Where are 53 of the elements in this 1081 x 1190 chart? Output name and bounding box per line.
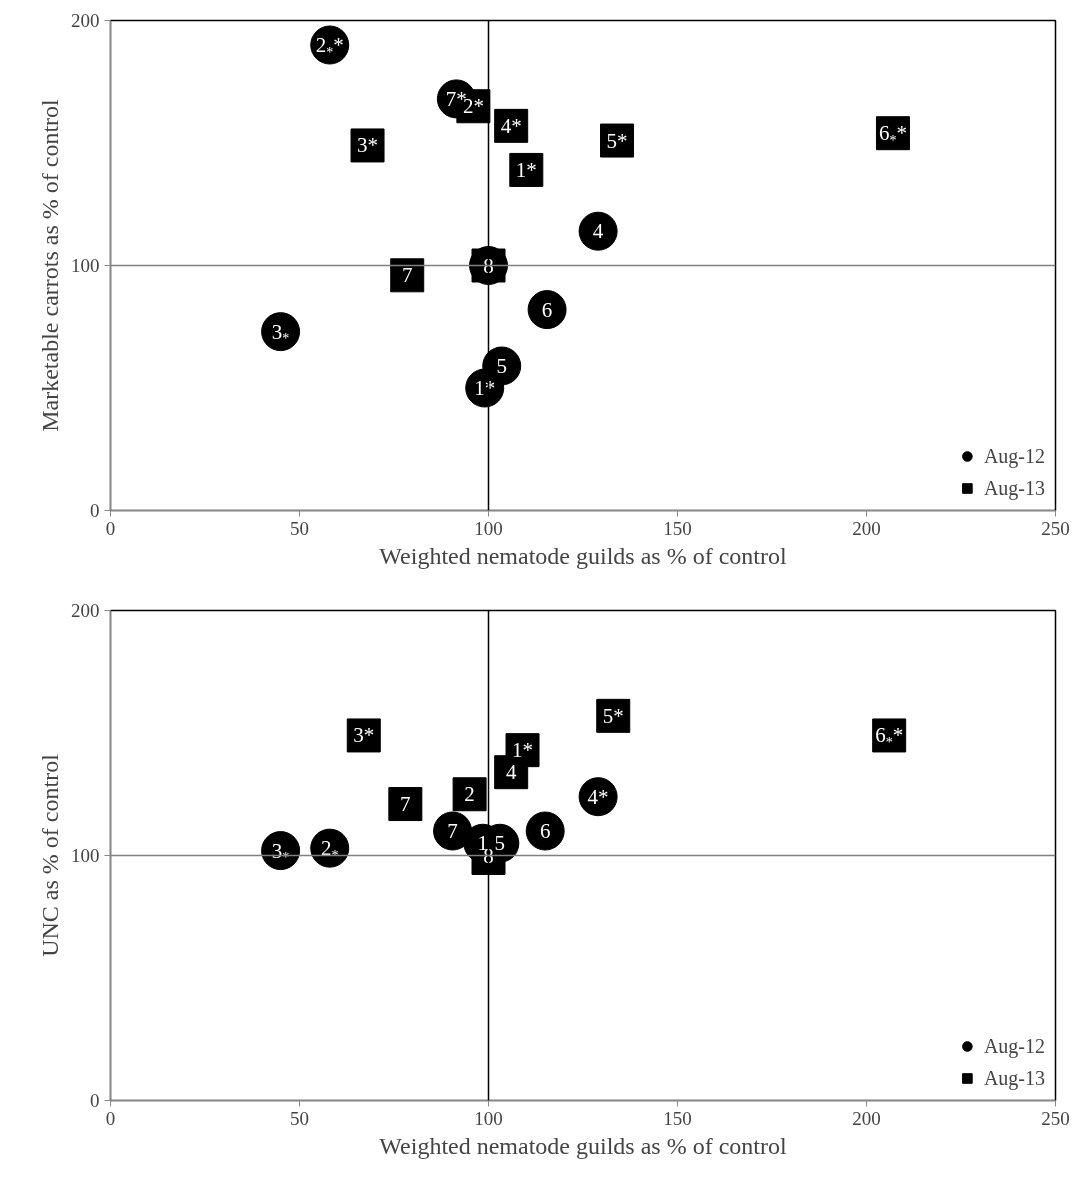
x-tick-label: 150 — [663, 1107, 692, 1129]
legend-label: Aug-13 — [983, 476, 1045, 500]
annotation: 5 — [494, 831, 506, 856]
x-tick-label: 50 — [290, 517, 309, 539]
x-tick-label: 0 — [105, 1107, 116, 1129]
x-tick-label: 50 — [290, 1107, 309, 1129]
y-tick-label: 100 — [71, 255, 100, 276]
x-tick-label: 200 — [852, 1107, 881, 1129]
annotation: 4* — [587, 784, 609, 809]
x-axis-title: Weighted nematode guilds as % of control — [379, 542, 787, 569]
annotation: 7 — [447, 819, 458, 843]
point — [527, 290, 567, 330]
x-tick-label: 200 — [852, 517, 881, 539]
x-tick-label: 100 — [474, 1107, 503, 1129]
x-tick-label: 150 — [663, 517, 692, 539]
y-tick-label: 0 — [90, 500, 100, 521]
annotation: 3* — [271, 319, 290, 347]
annotation: 2* — [320, 836, 339, 863]
x-axis-title: Weighted nematode guilds as % of control — [379, 1132, 787, 1159]
annotation: 2 — [464, 782, 475, 807]
y-tick-label: 200 — [71, 10, 100, 31]
annotation: 4 — [505, 760, 517, 785]
annotation: 5* — [602, 703, 624, 728]
annotation: 6 — [541, 297, 553, 322]
x-tick-label: 100 — [474, 517, 503, 539]
annotation: 6** — [875, 723, 904, 750]
annotation: 1* — [515, 157, 537, 182]
legend-label: Aug-12 — [983, 1034, 1045, 1058]
annotation: 3* — [353, 723, 375, 748]
annotation: 7 — [401, 263, 413, 288]
legend-label: Aug-13 — [983, 1066, 1045, 1090]
y-tick-label: 0 — [90, 1090, 100, 1111]
annotation: 6** — [878, 121, 907, 148]
annotation: 2** — [315, 33, 344, 60]
point — [525, 811, 565, 851]
x-tick-label: 250 — [1041, 1107, 1070, 1129]
annotation: 1* — [512, 738, 534, 763]
y-tick-label: 200 — [71, 600, 100, 621]
y-axis-title: UNC as % of control — [37, 753, 63, 957]
annotation: 5* — [606, 128, 628, 153]
annotation: 4* — [500, 113, 522, 138]
point — [578, 211, 618, 251]
x-tick-label: 250 — [1041, 517, 1070, 539]
legend-label: Aug-12 — [983, 444, 1045, 468]
annotation: 7 — [400, 792, 411, 817]
y-tick-label: 100 — [71, 845, 100, 866]
annotation: 3* — [357, 133, 379, 158]
x-tick-label: 0 — [105, 517, 116, 539]
annotation: 5 — [496, 353, 507, 378]
annotation: 6 — [539, 819, 551, 843]
annotation: 4 — [592, 219, 604, 244]
annotation: 1* — [474, 376, 496, 400]
y-axis-title: Marketable carrots as % of control — [37, 98, 63, 432]
